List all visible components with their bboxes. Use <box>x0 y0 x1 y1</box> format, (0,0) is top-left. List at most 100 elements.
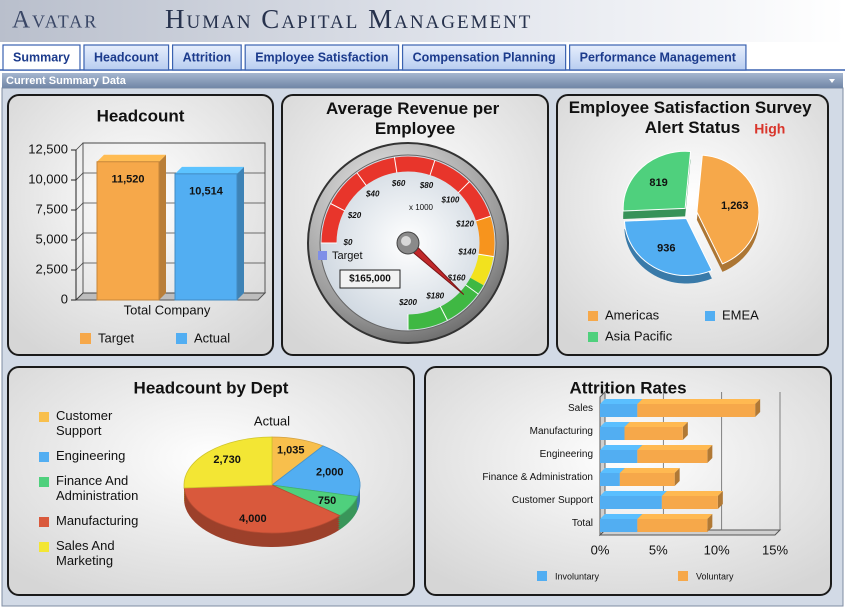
legend-swatch <box>39 517 49 527</box>
tab-label[interactable]: Employee Satisfaction <box>255 50 388 64</box>
legend-label: Sales And Marketing <box>56 538 118 568</box>
chart-panel: Average Revenue per Employee $0 $20 $40 $60 $… <box>281 94 549 356</box>
bar <box>600 519 638 532</box>
gauge-band <box>470 253 494 286</box>
gauge-tick <box>465 284 479 295</box>
legend-swatch <box>588 332 598 342</box>
bar-side <box>755 399 761 417</box>
x-tick-label: 0% <box>591 542 610 557</box>
value-box <box>339 269 401 289</box>
slice <box>623 217 713 277</box>
y-tick-label: Finance & Administration <box>482 472 593 483</box>
chart-title: Headcount by Dept <box>134 378 289 397</box>
bar-side <box>674 468 680 486</box>
tab-label[interactable]: Attrition <box>183 50 232 64</box>
bar <box>600 404 638 417</box>
y-tick-label: 0 <box>61 291 68 306</box>
tab-label[interactable]: Summary <box>13 50 70 64</box>
slice-label: 1,263 <box>721 200 749 212</box>
gauge-tick-label: $60 <box>391 179 406 188</box>
legend-label: Engineering <box>56 448 125 463</box>
bar-top <box>637 514 713 519</box>
gauge-tick-label: $140 <box>457 247 476 256</box>
chart-panel: Headcount by Dept 1,035 2,000 750 4,000 2,730… <box>7 366 415 596</box>
gauge-tick-label: $80 <box>419 181 434 190</box>
legend-label: Finance And Administration <box>56 473 138 503</box>
tab[interactable]: Compensation Planning <box>401 44 567 71</box>
y-tick-label: 10,000 <box>28 171 68 186</box>
bar <box>600 473 620 486</box>
chart-title: Attrition Rates <box>569 378 686 397</box>
bar-side <box>717 491 723 509</box>
bar-side <box>707 514 713 532</box>
tab-button[interactable] <box>569 44 747 71</box>
slice-label: 2,730 <box>213 454 241 466</box>
bar-value-label: 11,520 <box>111 174 144 186</box>
legend-swatch <box>39 542 49 552</box>
bar <box>619 473 675 486</box>
app-title: Human Capital Management <box>165 4 532 34</box>
bar-side <box>682 422 688 440</box>
y-tick-label: 7,500 <box>35 201 68 216</box>
tab-button[interactable] <box>244 44 400 71</box>
brand: Avatar <box>12 7 98 34</box>
bar <box>600 427 625 440</box>
collapse-icon[interactable] <box>829 79 835 83</box>
header-bar <box>0 0 845 42</box>
tab-label[interactable]: Headcount <box>94 50 159 64</box>
bar-top <box>175 166 244 174</box>
tab-label[interactable]: Compensation Planning <box>413 50 556 64</box>
bar-top <box>624 422 688 427</box>
tab-button[interactable] <box>83 44 170 71</box>
gauge-band <box>475 216 495 257</box>
legend-label: Manufacturing <box>56 513 138 528</box>
tab-button[interactable] <box>171 44 242 71</box>
tab[interactable]: Performance Management <box>569 44 747 71</box>
section-title: Current Summary Data <box>6 75 127 87</box>
bar-top <box>97 154 166 162</box>
y-tick-label: Sales <box>568 403 593 414</box>
legend-label: Customer Support <box>56 408 116 438</box>
tab[interactable]: Headcount <box>83 44 170 71</box>
bar-top <box>600 491 667 496</box>
slice <box>622 150 692 212</box>
tab[interactable]: Employee Satisfaction <box>244 44 400 71</box>
y-tick-label: 12,500 <box>28 141 68 156</box>
y-tick-label: 2,500 <box>35 261 68 276</box>
tab[interactable]: Summary <box>2 44 81 71</box>
tab[interactable]: Attrition <box>171 44 242 71</box>
legend-label: EMEA <box>722 307 759 322</box>
x-tick-label: 15% <box>762 542 788 557</box>
y-tick-label: Engineering <box>540 449 593 460</box>
slice-label: 1,035 <box>277 445 305 457</box>
slice <box>696 154 760 265</box>
gauge-scale-label: x 1000 <box>409 203 434 212</box>
tab-label[interactable]: Performance Management <box>580 50 737 64</box>
bar-top <box>600 399 643 404</box>
slice-label: 819 <box>649 177 667 189</box>
x-tick-label: Total Company <box>124 302 211 317</box>
bar <box>637 519 708 532</box>
tab-button[interactable] <box>2 44 81 71</box>
gauge-tick-label: $0 <box>343 238 353 247</box>
legend-label: Voluntary <box>696 571 734 581</box>
legend-swatch <box>39 477 49 487</box>
gauge-tick-label: $20 <box>347 211 362 220</box>
gauge-tick <box>429 160 436 176</box>
bar-top <box>661 491 723 496</box>
legend-swatch <box>176 333 187 344</box>
legend-swatch <box>705 311 715 321</box>
tab-button[interactable] <box>401 44 567 71</box>
legend-swatch <box>39 412 49 422</box>
chart-title: Headcount <box>97 106 185 125</box>
slice-label: 936 <box>657 243 675 255</box>
y-tick-label: Customer Support <box>512 495 593 506</box>
chart-panel: Attrition Rates 0% 5% 10% 15% Sales Manufactur… <box>424 366 832 596</box>
chart-title: Employee Satisfaction Survey Alert Statu… <box>569 98 817 137</box>
x-tick-label: 10% <box>704 542 730 557</box>
legend-label: Target <box>98 330 135 345</box>
bar-top <box>619 468 680 473</box>
bar-top <box>637 399 761 404</box>
gauge-tick-label: $180 <box>425 292 444 301</box>
